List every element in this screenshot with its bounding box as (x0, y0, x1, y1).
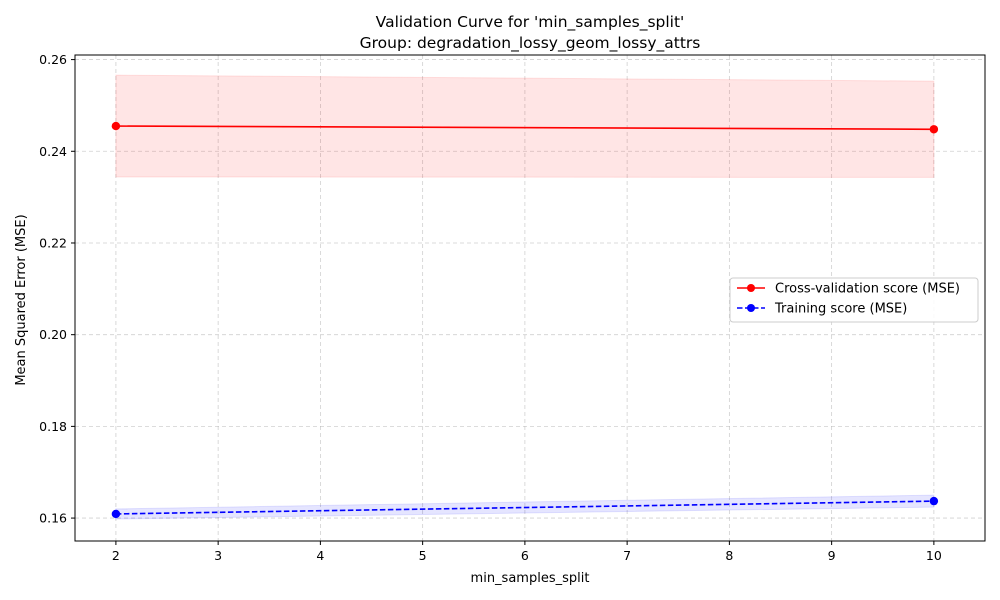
y-axis-label: Mean Squared Error (MSE) (14, 214, 29, 385)
legend-marker-cv (747, 284, 755, 292)
y-tick-label: 0.16 (39, 511, 67, 526)
y-tick-label: 0.24 (39, 144, 67, 159)
grid (75, 55, 985, 541)
x-axis-label: min_samples_split (471, 571, 590, 586)
x-tick-label: 2 (112, 548, 120, 563)
series-lines (115, 125, 934, 515)
y-tick-label: 0.22 (39, 235, 67, 250)
legend-marker-train (747, 304, 755, 312)
x-tick-label: 4 (316, 548, 324, 563)
legend-label-cv: Cross-validation score (MSE) (775, 282, 960, 297)
y-tick-label: 0.20 (39, 327, 67, 342)
x-tick-label: 5 (419, 548, 427, 563)
y-tick-label: 0.26 (39, 52, 67, 67)
point-cv (929, 125, 939, 134)
legend-box (729, 277, 979, 323)
x-tick-label: 7 (623, 548, 631, 563)
y-tick-label: 0.18 (39, 419, 67, 434)
x-tick-label: 9 (828, 548, 836, 563)
legend: Cross-validation score (MSE) Training sc… (729, 277, 979, 323)
plot-frame (74, 54, 986, 542)
series-line-cv (115, 125, 934, 131)
band-cv (115, 74, 935, 178)
x-tick-label: 8 (725, 548, 733, 563)
legend-label-train: Training score (MSE) (774, 302, 907, 317)
point-train (111, 509, 121, 519)
x-tick-label: 10 (926, 548, 942, 563)
series-line-train (115, 500, 934, 515)
point-train (929, 496, 939, 506)
series-markers (111, 121, 939, 519)
y-axis-ticks: 0.16 0.18 0.20 0.22 0.24 0.26 (39, 52, 75, 526)
chart-subtitle: Group: degradation_lossy_geom_lossy_attr… (360, 34, 701, 53)
x-tick-label: 3 (214, 548, 222, 563)
x-tick-label: 6 (521, 548, 529, 563)
chart-title: Validation Curve for 'min_samples_split' (376, 13, 685, 32)
point-cv (111, 121, 121, 131)
x-axis-ticks: 2 3 4 5 6 7 8 9 10 (112, 541, 942, 563)
